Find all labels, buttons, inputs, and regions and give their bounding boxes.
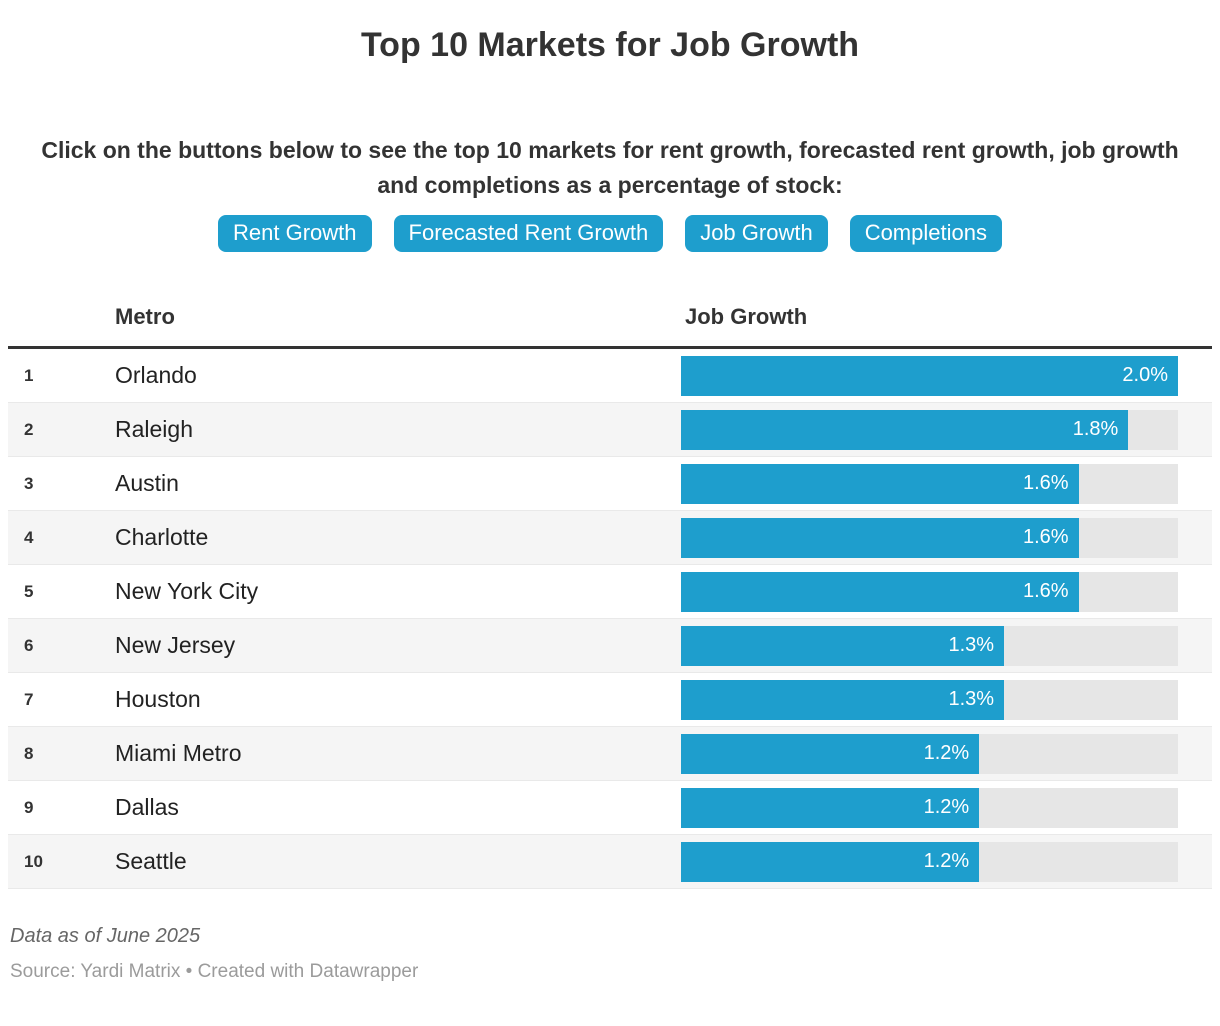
column-header-value: Job Growth	[685, 304, 808, 329]
bar-track: 2.0%	[681, 355, 1178, 396]
bar-value-label: 1.3%	[948, 634, 995, 656]
row-metro: Raleigh	[115, 416, 193, 442]
bar-track: 1.8%	[681, 409, 1178, 450]
bar-cell: 1.2%	[681, 787, 1178, 828]
table-row: 10 Seattle 1.2%	[8, 835, 1212, 889]
table-row: 9 Dallas 1.2%	[8, 781, 1212, 835]
row-rank: 9	[24, 797, 34, 817]
bar-track: 1.6%	[681, 517, 1178, 558]
source-prefix: Source:	[10, 961, 81, 982]
bar-track: 1.2%	[681, 733, 1178, 774]
row-metro: Orlando	[115, 362, 197, 388]
bar-fill: 1.6%	[681, 517, 1079, 558]
chart-description: Click on the buttons below to see the to…	[41, 137, 1179, 198]
bar-cell: 1.2%	[681, 841, 1178, 882]
filter-button-forecasted-rent-growth[interactable]: Forecasted Rent Growth	[393, 215, 664, 252]
datawrapper-link[interactable]: Datawrapper	[309, 961, 419, 982]
table-row: 3 Austin 1.6%	[8, 457, 1212, 511]
bar-value-label: 2.0%	[1122, 364, 1168, 386]
filter-button-group: Rent Growth Forecasted Rent Growth Job Gro…	[0, 215, 1220, 252]
table-body: 1 Orlando 2.0% 2 Raleigh 1.8% 3 Austin 1.6% 4 Char…	[8, 349, 1212, 889]
data-note: Data as of June 2025	[10, 925, 201, 947]
row-rank: 7	[24, 689, 34, 709]
filter-button-job-growth[interactable]: Job Growth	[685, 215, 828, 252]
bar-track: 1.3%	[681, 625, 1178, 666]
bar-value-label: 1.3%	[948, 688, 995, 710]
table-row: 7 Houston 1.3%	[8, 673, 1212, 727]
row-metro: Seattle	[115, 848, 187, 874]
chart-title: Top 10 Markets for Job Growth	[360, 26, 860, 64]
bar-track: 1.6%	[681, 463, 1178, 504]
row-metro: Miami Metro	[115, 740, 242, 766]
bar-value-label: 1.6%	[1023, 472, 1069, 494]
ranking-table: Metro Job Growth 1 Orlando 2.0% 2 Raleigh 1.8…	[8, 252, 1212, 889]
row-metro: New York City	[115, 578, 259, 604]
bar-fill: 1.6%	[681, 571, 1079, 612]
bar-cell: 1.3%	[681, 679, 1178, 720]
bar-cell: 1.6%	[681, 517, 1178, 558]
bar-fill: 2.0%	[681, 355, 1178, 396]
row-metro: Houston	[115, 686, 201, 712]
filter-button-rent-growth[interactable]: Rent Growth	[218, 215, 372, 252]
table-header-row: Metro Job Growth	[8, 252, 1212, 349]
row-rank: 4	[24, 527, 34, 547]
row-metro: Dallas	[115, 794, 179, 820]
bar-fill: 1.2%	[681, 841, 980, 882]
row-rank: 3	[24, 473, 34, 493]
bar-fill: 1.2%	[681, 787, 980, 828]
bar-track: 1.2%	[681, 841, 1178, 882]
row-rank: 2	[24, 419, 34, 439]
column-header-metro: Metro	[115, 304, 175, 329]
bar-track: 1.3%	[681, 679, 1178, 720]
bar-cell: 1.8%	[681, 409, 1178, 450]
bar-fill: 1.8%	[681, 409, 1129, 450]
bar-track: 1.6%	[681, 571, 1178, 612]
table-row: 8 Miami Metro 1.2%	[8, 727, 1212, 781]
bar-cell: 1.6%	[681, 571, 1178, 612]
row-metro: Charlotte	[115, 524, 209, 550]
bar-fill: 1.2%	[681, 733, 980, 774]
chart-footer: Data as of June 2025 Source: Yardi Matri…	[10, 925, 1220, 983]
bar-value-label: 1.2%	[923, 742, 970, 764]
table-row: 1 Orlando 2.0%	[8, 349, 1212, 403]
row-rank: 8	[24, 743, 34, 763]
bar-cell: 1.6%	[681, 463, 1178, 504]
table-row: 6 New Jersey 1.3%	[8, 619, 1212, 673]
created-with-text: • Created with	[180, 961, 310, 982]
bar-value-label: 1.8%	[1072, 418, 1119, 440]
row-metro: Austin	[115, 470, 179, 496]
row-rank: 10	[24, 851, 43, 871]
bar-fill: 1.6%	[681, 463, 1079, 504]
bar-fill: 1.3%	[681, 679, 1005, 720]
row-rank: 6	[24, 635, 34, 655]
bar-track: 1.2%	[681, 787, 1178, 828]
table-row: 4 Charlotte 1.6%	[8, 511, 1212, 565]
row-rank: 5	[24, 581, 34, 601]
filter-button-completions[interactable]: Completions	[849, 215, 1002, 252]
bar-value-label: 1.2%	[923, 796, 970, 818]
bar-value-label: 1.2%	[923, 850, 970, 872]
bar-value-label: 1.6%	[1023, 580, 1069, 602]
table-row: 2 Raleigh 1.8%	[8, 403, 1212, 457]
source-link[interactable]: Yardi Matrix	[80, 961, 181, 982]
source-line: Source: Yardi Matrix • Created with Data…	[10, 961, 1220, 983]
row-metro: New Jersey	[115, 632, 236, 658]
row-rank: 1	[24, 365, 34, 385]
bar-fill: 1.3%	[681, 625, 1005, 666]
bar-value-label: 1.6%	[1023, 526, 1069, 548]
table-row: 5 New York City 1.6%	[8, 565, 1212, 619]
bar-cell: 1.2%	[681, 733, 1178, 774]
bar-cell: 1.3%	[681, 625, 1178, 666]
bar-cell: 2.0%	[681, 355, 1178, 396]
